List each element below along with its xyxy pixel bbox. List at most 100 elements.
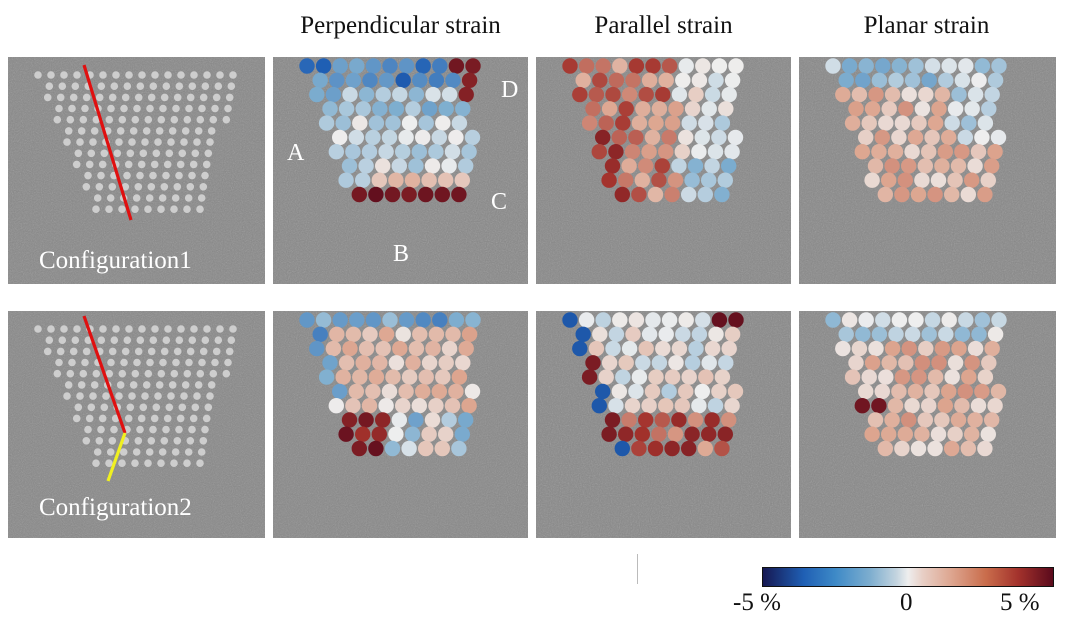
strain-dot	[681, 369, 697, 385]
strain-dot	[615, 115, 631, 131]
strain-dot	[724, 144, 740, 160]
strain-dot	[335, 369, 351, 385]
strain-dot	[671, 86, 688, 103]
strain-dot	[395, 326, 411, 342]
strain-dot	[944, 440, 960, 457]
strain-dot	[964, 355, 980, 371]
strain-dot	[658, 72, 674, 88]
atom-column	[124, 160, 133, 169]
atom-column	[72, 160, 81, 169]
strain-dot	[987, 144, 1003, 160]
atom-column	[160, 183, 169, 191]
strain-dot	[844, 115, 861, 131]
atom-column	[162, 82, 171, 90]
strain-dot	[408, 340, 425, 357]
strain-dot	[391, 412, 407, 428]
atom-column	[163, 414, 172, 423]
strain-dot	[395, 72, 411, 88]
strain-dot	[894, 115, 911, 131]
atom-column	[211, 358, 219, 367]
strain-dot	[411, 144, 427, 160]
atom-column	[43, 347, 52, 356]
strain-dot	[961, 369, 977, 385]
strain-dot	[368, 186, 384, 203]
strain-dot	[701, 172, 717, 188]
strain-dot	[361, 144, 378, 160]
atom-column	[216, 71, 224, 79]
strain-dot	[384, 186, 401, 203]
atom-column	[181, 381, 190, 389]
atom-column	[168, 127, 177, 135]
strain-dot	[681, 440, 697, 457]
strain-dot	[332, 312, 348, 328]
strain-dot	[458, 412, 474, 428]
strain-dot	[628, 58, 645, 74]
atom-column	[149, 82, 158, 90]
strain-dot	[465, 312, 481, 328]
strain-dot	[951, 340, 967, 357]
strain-dot	[984, 86, 1000, 103]
strain-dot	[714, 186, 730, 203]
atom-column	[60, 325, 68, 333]
strain-dot	[721, 340, 737, 357]
atom-column	[170, 115, 179, 124]
strain-dot	[312, 326, 328, 342]
strain-dot	[701, 426, 717, 442]
atom-column	[170, 369, 179, 378]
strain-dot	[901, 340, 917, 357]
strain-dot	[954, 144, 970, 160]
strain-dot	[591, 144, 607, 160]
strain-dot	[421, 426, 437, 442]
atom-column	[82, 347, 91, 356]
strain-dot	[851, 86, 868, 103]
strain-dot	[727, 129, 744, 146]
strain-dot	[421, 355, 438, 371]
strain-dot	[674, 144, 690, 160]
strain-dot	[341, 412, 358, 428]
strain-dot	[718, 101, 734, 117]
strain-dot	[438, 426, 454, 442]
strain-map-perpendicular-config2	[273, 311, 528, 538]
strain-dot	[858, 383, 874, 400]
strain-dot	[378, 326, 395, 342]
strain-dot	[938, 326, 954, 342]
strain-dot	[661, 383, 677, 400]
atom-column	[142, 127, 151, 135]
strain-dot	[358, 158, 374, 174]
atom-column	[173, 347, 182, 356]
atom-column	[229, 325, 237, 333]
strain-dot	[418, 186, 434, 203]
atom-column	[207, 381, 216, 389]
atom-column	[92, 459, 100, 467]
atom-column	[199, 93, 208, 102]
strain-dot	[990, 129, 1007, 146]
atom-column	[229, 71, 237, 79]
strain-dot	[974, 312, 991, 328]
strain-dot	[914, 172, 930, 188]
strain-dot	[887, 398, 904, 414]
strain-dot	[957, 129, 973, 146]
strain-dot	[661, 312, 678, 328]
interface-line	[106, 432, 127, 482]
strain-dot	[361, 398, 378, 414]
strain-dot	[388, 426, 404, 442]
strain-dot	[941, 58, 957, 74]
strain-dot	[987, 326, 1004, 342]
strain-dot	[707, 398, 724, 414]
strain-dot	[684, 355, 701, 371]
strain-dot	[448, 383, 464, 400]
strain-dot	[661, 129, 677, 146]
strain-dot	[897, 172, 913, 188]
atom-column	[74, 149, 83, 158]
strain-dot	[688, 340, 704, 357]
strain-dot	[681, 186, 697, 203]
atom-column	[185, 358, 193, 367]
atom-column	[145, 448, 154, 456]
atom-column	[132, 448, 141, 456]
strain-dot	[352, 369, 368, 385]
atom-column	[120, 104, 128, 113]
atom-column	[118, 369, 127, 378]
atom-column	[66, 369, 75, 378]
atom-column	[165, 149, 174, 158]
atom-column	[112, 325, 120, 333]
